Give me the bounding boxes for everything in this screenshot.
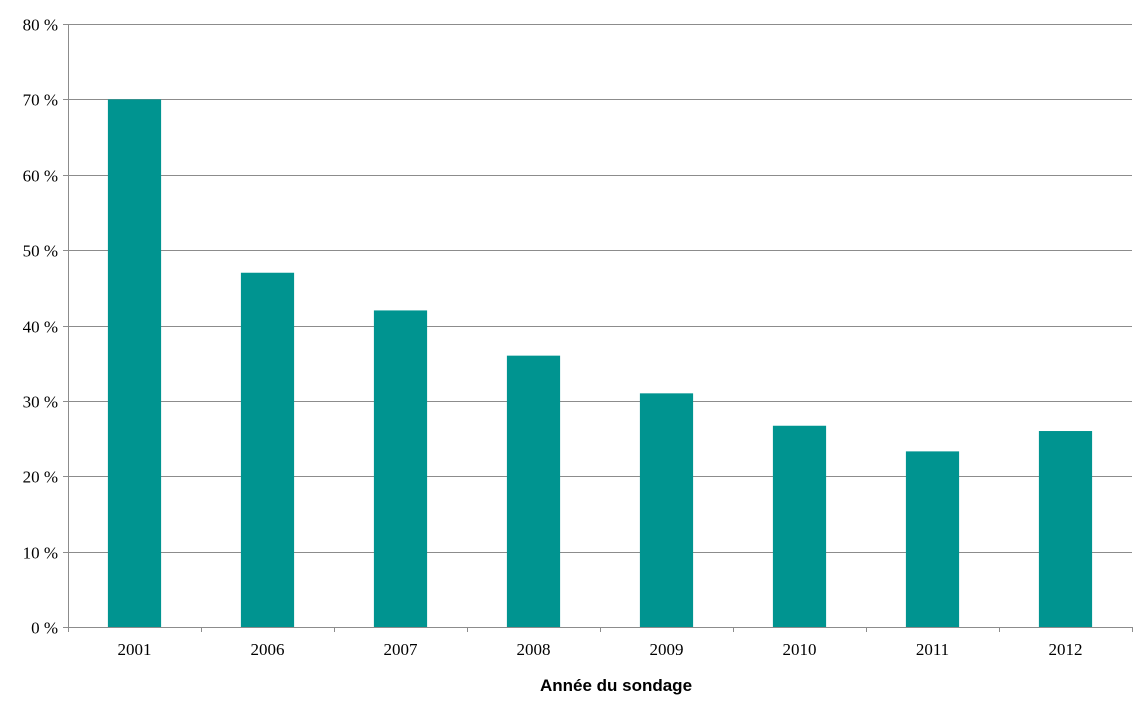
y-tick-label: 30 % [23, 393, 58, 412]
bar-2006 [240, 272, 295, 627]
bar-2001 [107, 99, 162, 627]
y-tick-label: 40 % [23, 318, 58, 337]
bar-2011 [905, 451, 960, 627]
y-tick-label: 70 % [23, 91, 58, 110]
x-tick-label: 2009 [650, 640, 684, 659]
y-tick-label: 20 % [23, 468, 58, 487]
axes [63, 24, 1133, 632]
bar-2010 [772, 425, 827, 627]
bar-2012 [1038, 431, 1093, 627]
bars [107, 99, 1093, 627]
x-tick-label: 2001 [118, 640, 152, 659]
bar-2009 [639, 393, 694, 627]
x-tick-label: 2008 [517, 640, 551, 659]
bar-2008 [506, 355, 561, 627]
y-tick-label: 50 % [23, 242, 58, 261]
x-tick-labels: 2001 2006 2007 2008 2009 2010 2011 2012 [118, 640, 1083, 659]
gridlines [68, 24, 1132, 553]
y-tick-labels: 0 % 10 % 20 % 30 % 40 % 50 % 60 % 70 % 80 % [23, 16, 58, 638]
x-tick-label: 2012 [1049, 640, 1083, 659]
x-tick-label: 2010 [783, 640, 817, 659]
x-tick-label: 2006 [251, 640, 285, 659]
y-tick-label: 60 % [23, 167, 58, 186]
x-tick-label: 2011 [916, 640, 949, 659]
x-axis-title: Année du sondage [540, 676, 692, 695]
x-tick-label: 2007 [384, 640, 419, 659]
bar-2007 [373, 310, 428, 627]
y-tick-label: 0 % [31, 619, 58, 638]
y-tick-label: 80 % [23, 16, 58, 35]
y-tick-label: 10 % [23, 544, 58, 563]
